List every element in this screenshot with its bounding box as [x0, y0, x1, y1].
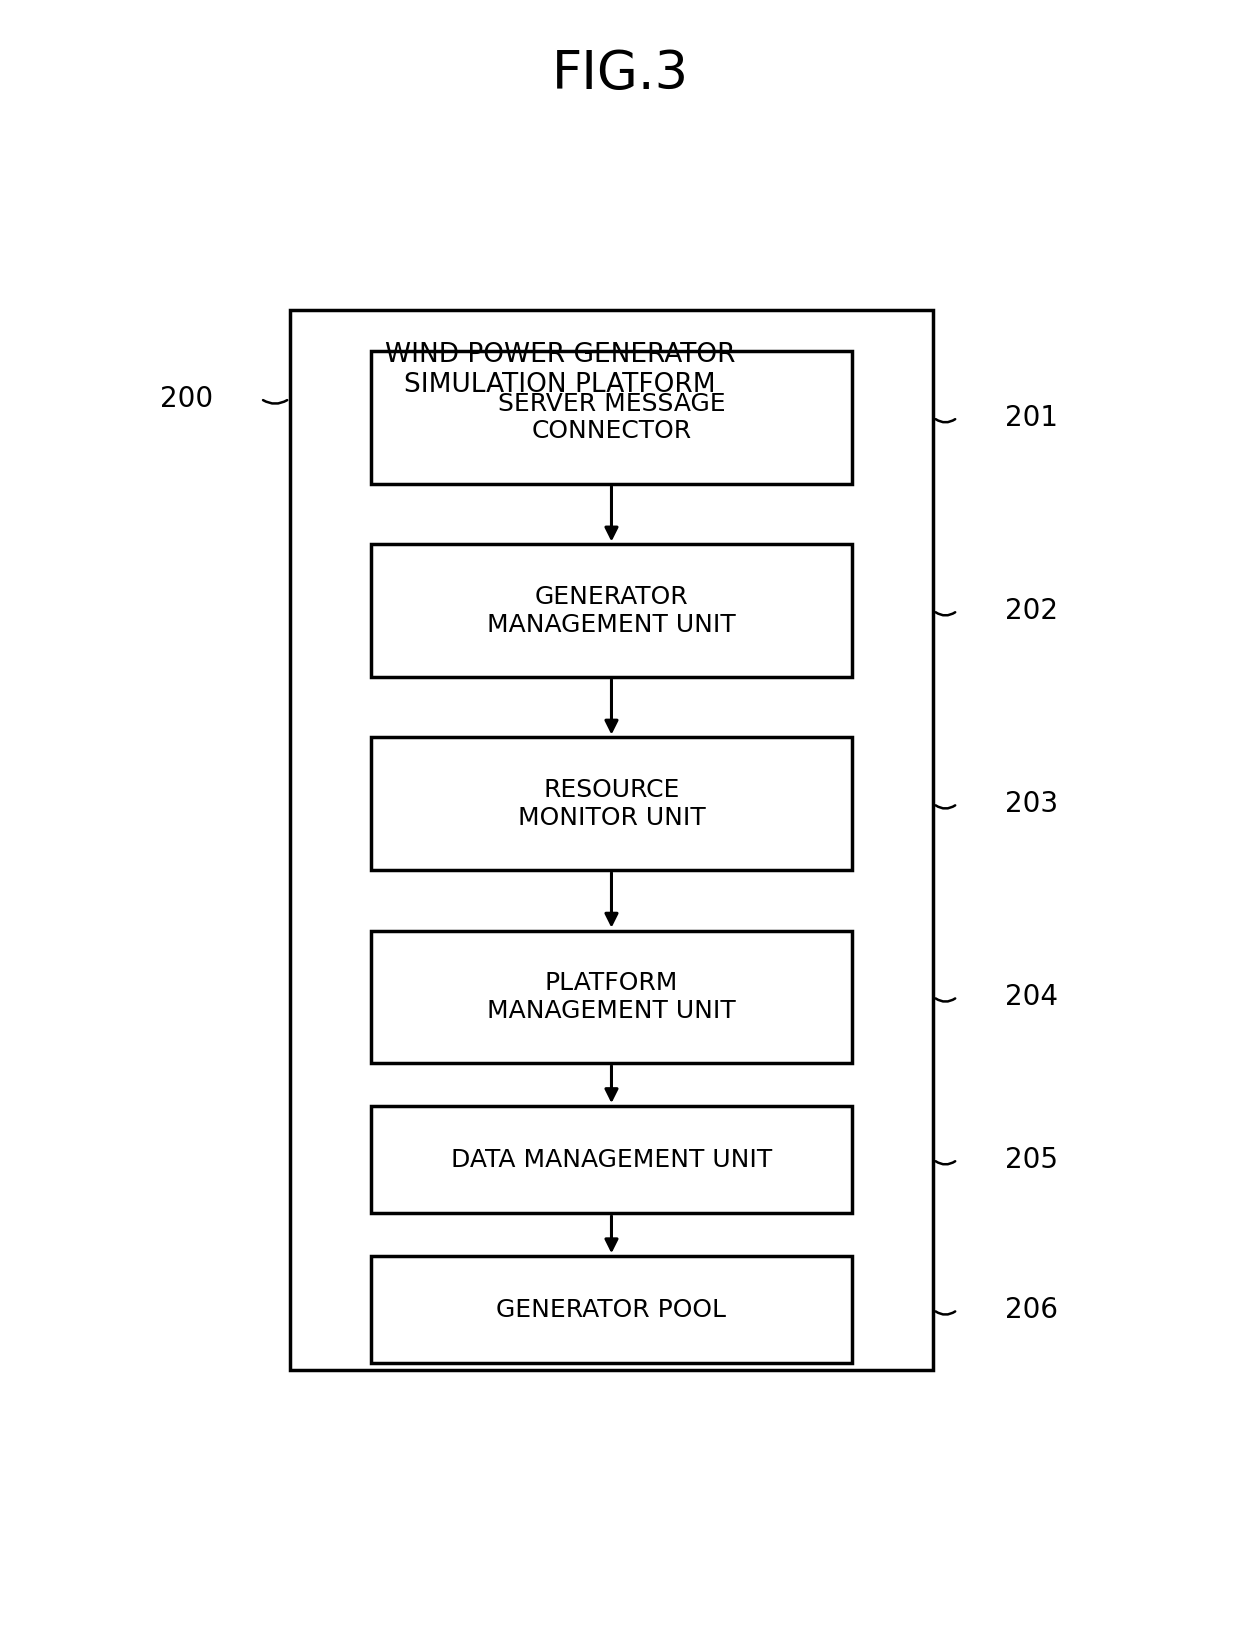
Bar [371, 738, 852, 870]
Text: FIG.3: FIG.3 [552, 48, 688, 100]
Text: GENERATOR POOL: GENERATOR POOL [496, 1298, 727, 1321]
Bar [371, 544, 852, 677]
Text: 202: 202 [1006, 597, 1059, 624]
Text: 200: 200 [160, 385, 213, 413]
Text: RESOURCE
MONITOR UNIT: RESOURCE MONITOR UNIT [517, 779, 706, 829]
Bar [371, 1106, 852, 1213]
Text: 204: 204 [1006, 983, 1059, 1011]
Text: PLATFORM
MANAGEMENT UNIT: PLATFORM MANAGEMENT UNIT [487, 970, 735, 1023]
Bar [371, 931, 852, 1064]
Text: WIND POWER GENERATOR
SIMULATION PLATFORM: WIND POWER GENERATOR SIMULATION PLATFORM [384, 343, 735, 398]
Bar [290, 310, 934, 1370]
Text: 206: 206 [1006, 1296, 1059, 1324]
Text: SERVER MESSAGE
CONNECTOR: SERVER MESSAGE CONNECTOR [497, 392, 725, 444]
Text: 205: 205 [1006, 1146, 1059, 1174]
Text: 201: 201 [1006, 403, 1059, 431]
Text: 203: 203 [1006, 790, 1059, 818]
Bar [371, 1255, 852, 1364]
Text: GENERATOR
MANAGEMENT UNIT: GENERATOR MANAGEMENT UNIT [487, 585, 735, 636]
Bar [371, 351, 852, 484]
Text: DATA MANAGEMENT UNIT: DATA MANAGEMENT UNIT [451, 1147, 773, 1172]
